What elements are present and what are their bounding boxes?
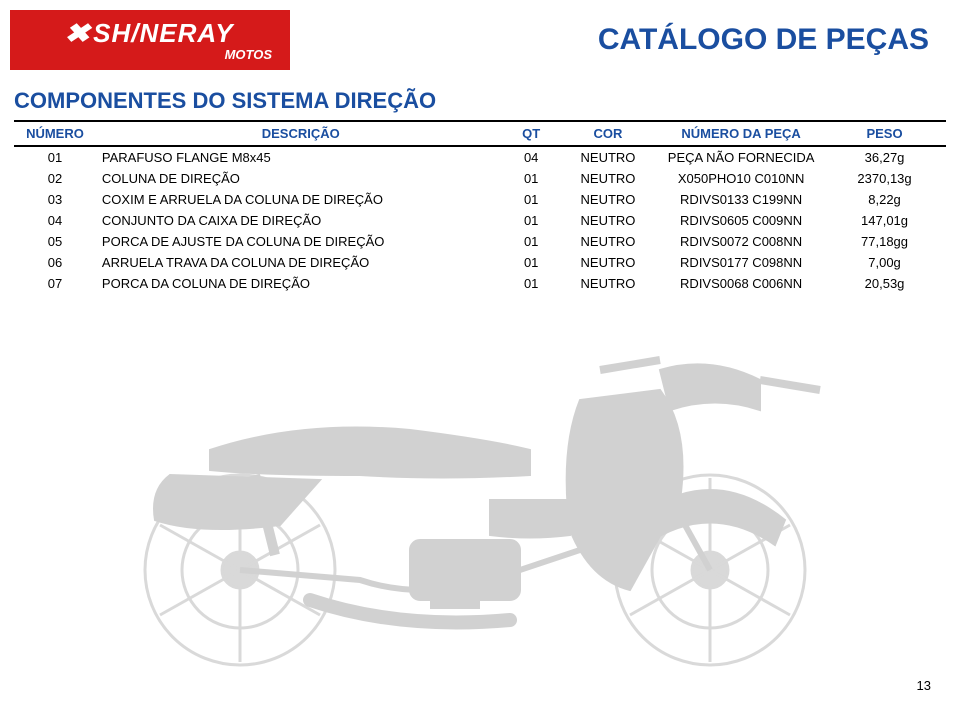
cell-descricao: PARAFUSO FLANGE M8x45	[96, 146, 506, 168]
table-row: 04CONJUNTO DA CAIXA DE DIREÇÃO01NEUTRORD…	[14, 210, 946, 231]
col-peso: PESO	[823, 121, 946, 146]
cell-descricao: PORCA DE AJUSTE DA COLUNA DE DIREÇÃO	[96, 231, 506, 252]
cell-qt: 01	[506, 273, 557, 294]
cell-qt: 01	[506, 189, 557, 210]
table-row: 01PARAFUSO FLANGE M8x4504NEUTROPEÇA NÃO …	[14, 146, 946, 168]
table-row: 03COXIM E ARRUELA DA COLUNA DE DIREÇÃO01…	[14, 189, 946, 210]
cell-numero: 07	[14, 273, 96, 294]
col-qt: QT	[506, 121, 557, 146]
table-row: 05PORCA DE AJUSTE DA COLUNA DE DIREÇÃO01…	[14, 231, 946, 252]
logo-x-icon: ✖	[64, 18, 91, 49]
cell-peso: 147,01g	[823, 210, 946, 231]
cell-descricao: PORCA DA COLUNA DE DIREÇÃO	[96, 273, 506, 294]
brand-name: SH/NERAY	[93, 18, 233, 49]
cell-cor: NEUTRO	[557, 210, 659, 231]
table-row: 06ARRUELA TRAVA DA COLUNA DE DIREÇÃO01NE…	[14, 252, 946, 273]
parts-table: NÚMERO DESCRIÇÃO QT COR NÚMERO DA PEÇA P…	[14, 120, 946, 294]
col-numero: NÚMERO	[14, 121, 96, 146]
cell-peso: 2370,13g	[823, 168, 946, 189]
page-number: 13	[917, 678, 931, 693]
cell-numero-peca: RDIVS0072 C008NN	[659, 231, 823, 252]
brand-logo: ✖ SH/NERAY MOTOS	[10, 10, 290, 70]
cell-numero-peca: RDIVS0605 C009NN	[659, 210, 823, 231]
table-header-row: NÚMERO DESCRIÇÃO QT COR NÚMERO DA PEÇA P…	[14, 121, 946, 146]
cell-cor: NEUTRO	[557, 189, 659, 210]
section-title: COMPONENTES DO SISTEMA DIREÇÃO	[14, 88, 959, 114]
cell-numero-peca: RDIVS0068 C006NN	[659, 273, 823, 294]
cell-numero: 04	[14, 210, 96, 231]
table-row: 07PORCA DA COLUNA DE DIREÇÃO01NEUTRORDIV…	[14, 273, 946, 294]
cell-peso: 36,27g	[823, 146, 946, 168]
cell-qt: 04	[506, 146, 557, 168]
cell-cor: NEUTRO	[557, 168, 659, 189]
cell-qt: 01	[506, 231, 557, 252]
cell-cor: NEUTRO	[557, 252, 659, 273]
brand-logo-text: ✖ SH/NERAY	[66, 18, 233, 49]
col-numero-peca: NÚMERO DA PEÇA	[659, 121, 823, 146]
cell-numero-peca: RDIVS0177 C098NN	[659, 252, 823, 273]
cell-descricao: COXIM E ARRUELA DA COLUNA DE DIREÇÃO	[96, 189, 506, 210]
cell-descricao: CONJUNTO DA CAIXA DE DIREÇÃO	[96, 210, 506, 231]
cell-cor: NEUTRO	[557, 273, 659, 294]
motorcycle-watermark	[60, 300, 890, 670]
cell-qt: 01	[506, 252, 557, 273]
cell-descricao: COLUNA DE DIREÇÃO	[96, 168, 506, 189]
cell-numero: 03	[14, 189, 96, 210]
table-row: 02COLUNA DE DIREÇÃO01NEUTROX050PHO10 C01…	[14, 168, 946, 189]
cell-qt: 01	[506, 210, 557, 231]
cell-cor: NEUTRO	[557, 146, 659, 168]
cell-peso: 77,18gg	[823, 231, 946, 252]
cell-numero: 05	[14, 231, 96, 252]
cell-numero: 02	[14, 168, 96, 189]
col-cor: COR	[557, 121, 659, 146]
brand-subtext: MOTOS	[225, 47, 272, 62]
col-descricao: DESCRIÇÃO	[96, 121, 506, 146]
cell-numero: 01	[14, 146, 96, 168]
cell-numero-peca: RDIVS0133 C199NN	[659, 189, 823, 210]
cell-cor: NEUTRO	[557, 231, 659, 252]
cell-peso: 8,22g	[823, 189, 946, 210]
cell-peso: 20,53g	[823, 273, 946, 294]
cell-qt: 01	[506, 168, 557, 189]
cell-numero-peca: PEÇA NÃO FORNECIDA	[659, 146, 823, 168]
cell-descricao: ARRUELA TRAVA DA COLUNA DE DIREÇÃO	[96, 252, 506, 273]
catalog-title: CATÁLOGO DE PEÇAS	[598, 23, 929, 57]
cell-numero-peca: X050PHO10 C010NN	[659, 168, 823, 189]
cell-numero: 06	[14, 252, 96, 273]
cell-peso: 7,00g	[823, 252, 946, 273]
